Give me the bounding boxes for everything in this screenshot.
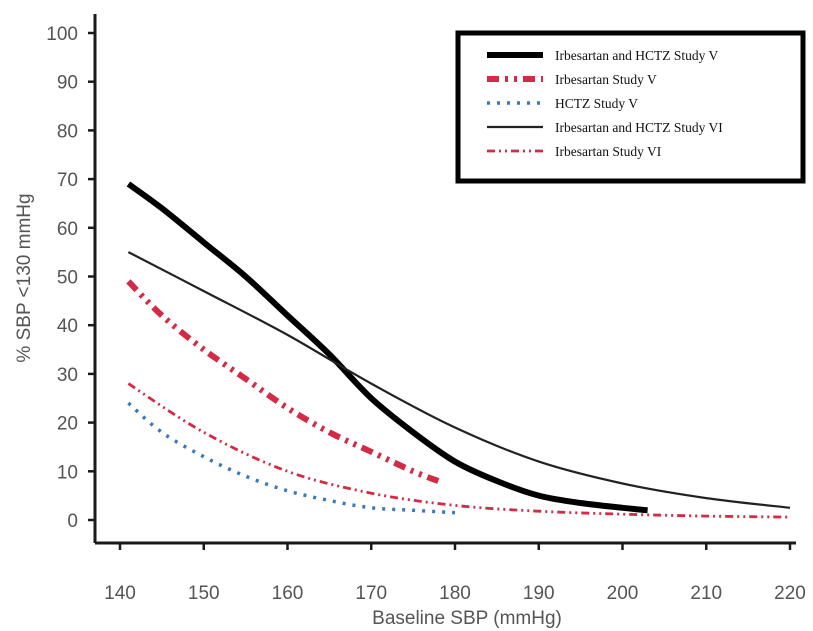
x-tick-label: 210 xyxy=(690,583,722,604)
series-lines xyxy=(126,181,791,519)
y-tick-label: 60 xyxy=(57,219,78,240)
y-axis-title: % SBP <130 mmHg xyxy=(14,193,35,362)
x-tick-label: 190 xyxy=(523,583,555,604)
x-tick-label: 220 xyxy=(774,583,806,604)
y-tick-label: 30 xyxy=(57,365,78,386)
legend-label: Irbesartan Study VI xyxy=(555,144,662,159)
series-line-irbesartan-study-v xyxy=(126,279,440,484)
y-tick-label: 50 xyxy=(57,268,78,289)
y-tick-label: 90 xyxy=(57,73,78,94)
legend-label: Irbesartan and HCTZ Study VI xyxy=(555,120,723,135)
x-tick-label: 150 xyxy=(188,583,220,604)
legend-label: Irbesartan Study V xyxy=(555,72,657,87)
legend-label: HCTZ Study V xyxy=(555,96,638,111)
x-tick-label: 160 xyxy=(272,583,304,604)
x-tick-label: 200 xyxy=(607,583,639,604)
legend-label: Irbesartan and HCTZ Study V xyxy=(555,48,718,63)
x-tick-label: 140 xyxy=(104,583,136,604)
x-axis-title: Baseline SBP (mmHg) xyxy=(372,608,562,629)
x-ticks: 140 150 160 170 180 190 200 210 220 xyxy=(104,543,806,604)
y-tick-label: 20 xyxy=(57,414,78,435)
axes xyxy=(93,14,796,545)
y-tick-label: 0 xyxy=(67,511,78,532)
series-line-hctz-study-v xyxy=(127,401,456,515)
y-tick-label: 10 xyxy=(57,462,78,483)
y-tick-label: 40 xyxy=(57,316,78,337)
y-tick-label: 80 xyxy=(57,121,78,142)
y-tick-label: 100 xyxy=(46,24,78,45)
series-line-irbesartan-study-vi xyxy=(127,382,791,519)
y-ticks: 0 10 20 30 40 50 60 70 80 90 100 xyxy=(46,24,95,532)
x-tick-label: 170 xyxy=(355,583,387,604)
x-tick-label: 180 xyxy=(439,583,471,604)
legend: Irbesartan and HCTZ Study V Irbesartan St… xyxy=(455,30,806,184)
series-line-irbesartan-and-hctz-study-vi xyxy=(127,251,791,509)
series-line-irbesartan-and-hctz-study-v xyxy=(126,181,648,514)
y-tick-label: 70 xyxy=(57,170,78,191)
